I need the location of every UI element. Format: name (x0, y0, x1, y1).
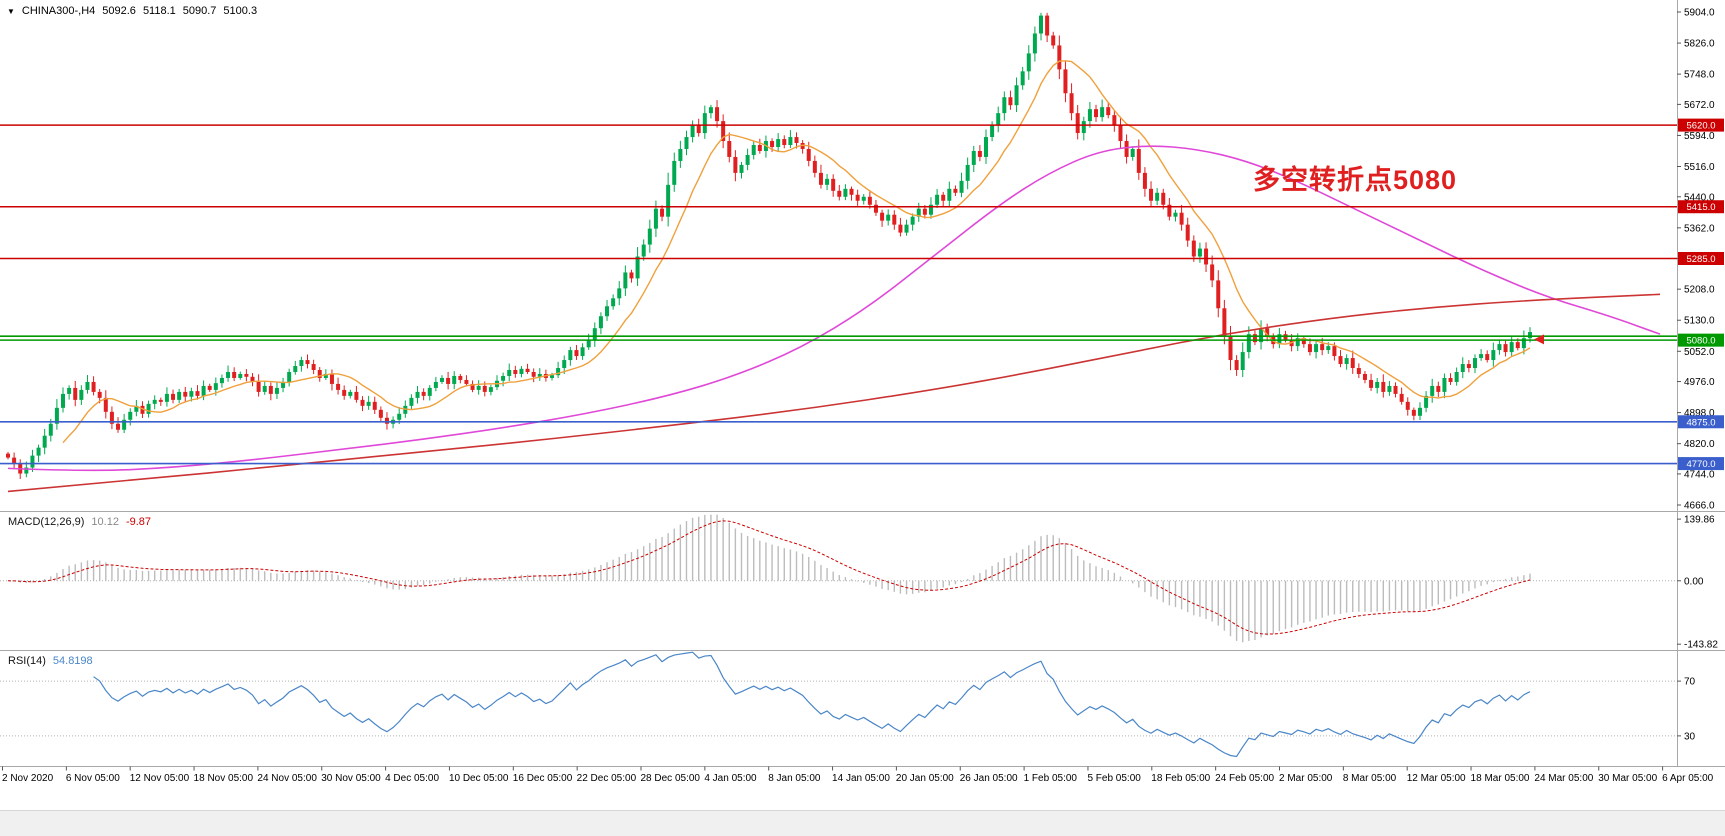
macd-axis-label: 0.00 (1684, 576, 1704, 587)
price-axis-label: 5748.0 (1684, 70, 1715, 81)
price-tag (1678, 118, 1724, 132)
macd-signal-value: -9.87 (125, 516, 152, 528)
time-axis-label: 4 Dec 05:00 (385, 773, 439, 784)
rsi-label: RSI(14) (8, 655, 46, 667)
candles-series (6, 12, 1532, 480)
time-axis-label: 18 Feb 05:00 (1151, 773, 1210, 784)
time-axis-label: 22 Dec 05:00 (577, 773, 637, 784)
macd-signal-line (7, 520, 1531, 635)
time-axis-label: 4 Jan 05:00 (704, 773, 757, 784)
price-axis-label: 4666.0 (1684, 501, 1715, 512)
time-axis-label: 6 Nov 05:00 (66, 773, 120, 784)
ma-fast-line (62, 60, 1531, 444)
chart-canvas[interactable]: 5904.0 5826.0 5748.0 5672.0 5594.0 5516.0 5440… (0, 0, 1725, 790)
price-tag-label: 4875.0 (1686, 417, 1715, 428)
price-tag-label: 5620.0 (1686, 121, 1715, 132)
time-axis-label: 8 Mar 05:00 (1343, 773, 1397, 784)
time-axis-label: 24 Feb 05:00 (1215, 773, 1274, 784)
price-axis-label: 5516.0 (1684, 162, 1715, 173)
time-axis-label: 16 Dec 05:00 (513, 773, 573, 784)
price-tag (1678, 457, 1724, 471)
price-axis-label: 4744.0 (1684, 469, 1715, 480)
price-axis-label: 4976.0 (1684, 377, 1715, 388)
time-axis-label: 24 Mar 05:00 (1534, 773, 1593, 784)
ohlc-low: 5090.7 (182, 5, 217, 17)
symbol-label: CHINA300-,H4 (21, 5, 96, 17)
price-tag (1678, 415, 1724, 429)
time-axis-label: 30 Nov 05:00 (321, 773, 381, 784)
price-axis-label: 5052.0 (1684, 347, 1715, 358)
symbol-dropdown-icon[interactable]: ▼ (7, 6, 15, 16)
price-axis-label: 5904.0 (1684, 8, 1715, 19)
price-tag-label: 5080.0 (1686, 336, 1715, 347)
time-axis-label: 8 Jan 05:00 (768, 773, 821, 784)
price-axis-label: 5594.0 (1684, 131, 1715, 142)
macd-histogram (13, 514, 1531, 643)
macd-axis-label: 139.86 (1684, 515, 1715, 526)
price-axis-label: 5672.0 (1684, 100, 1715, 111)
rsi-axis-label: 70 (1684, 677, 1696, 688)
price-axis-label: 4898.0 (1684, 408, 1715, 419)
footer-bar (0, 810, 1725, 836)
time-axis-label: 28 Dec 05:00 (641, 773, 701, 784)
rsi-axis-label: 30 (1684, 731, 1696, 742)
time-axis-label: 26 Jan 05:00 (960, 773, 1018, 784)
rsi-line (93, 651, 1531, 758)
price-tag (1678, 200, 1724, 214)
time-axis-label: 10 Dec 05:00 (449, 773, 509, 784)
time-axis-label: 30 Mar 05:00 (1598, 773, 1657, 784)
time-axis-label: 6 Apr 05:00 (1662, 773, 1714, 784)
time-axis-label: 5 Feb 05:00 (1087, 773, 1141, 784)
price-axis-label: 5440.0 (1684, 192, 1715, 203)
ohlc-high: 5118.1 (142, 5, 176, 17)
price-axis-label: 5362.0 (1684, 223, 1715, 234)
time-axis-label: 18 Nov 05:00 (194, 773, 254, 784)
last-price-arrow-icon (1534, 334, 1544, 345)
ohlc-close: 5100.3 (223, 5, 258, 17)
price-axis-label: 5130.0 (1684, 316, 1715, 327)
price-axis-label: 4820.0 (1684, 439, 1715, 450)
price-tag-label: 4770.0 (1686, 459, 1715, 470)
macd-title: MACD(12,26,9) 10.12 -9.87 (8, 516, 151, 528)
macd-label: MACD(12,26,9) (8, 516, 85, 528)
time-axis-label: 12 Mar 05:00 (1407, 773, 1466, 784)
chart-title-bar: ▼ CHINA300-,H4 5092.6 5118.1 5090.7 5100… (7, 5, 257, 17)
time-axis-label: 2 Mar 05:00 (1279, 773, 1333, 784)
price-axis-label: 5826.0 (1684, 39, 1715, 50)
time-axis-label: 20 Jan 05:00 (896, 773, 954, 784)
time-axis-label: 24 Nov 05:00 (257, 773, 317, 784)
ohlc-open: 5092.6 (102, 5, 136, 17)
time-axis-label: 12 Nov 05:00 (130, 773, 190, 784)
price-axis-label: 5208.0 (1684, 285, 1715, 296)
price-tag-label: 5285.0 (1686, 254, 1715, 265)
time-axis-label: 18 Mar 05:00 (1471, 773, 1530, 784)
time-axis-label: 1 Feb 05:00 (1024, 773, 1078, 784)
price-tag (1678, 333, 1724, 347)
price-tag (1678, 252, 1724, 265)
price-tag-label: 5415.0 (1686, 202, 1715, 213)
time-axis-label: 14 Jan 05:00 (832, 773, 890, 784)
macd-main-value: 10.12 (91, 516, 119, 528)
ma-mid-line (7, 145, 1661, 472)
rsi-value: 54.8198 (52, 655, 93, 667)
time-axis-label: 2 Nov 2020 (2, 773, 54, 784)
rsi-title: RSI(14) 54.8198 (8, 655, 93, 667)
annotation-text: 多空转折点5080 (1253, 165, 1458, 195)
ma-slow-line (7, 293, 1661, 493)
macd-axis-label: -143.82 (1684, 640, 1718, 651)
